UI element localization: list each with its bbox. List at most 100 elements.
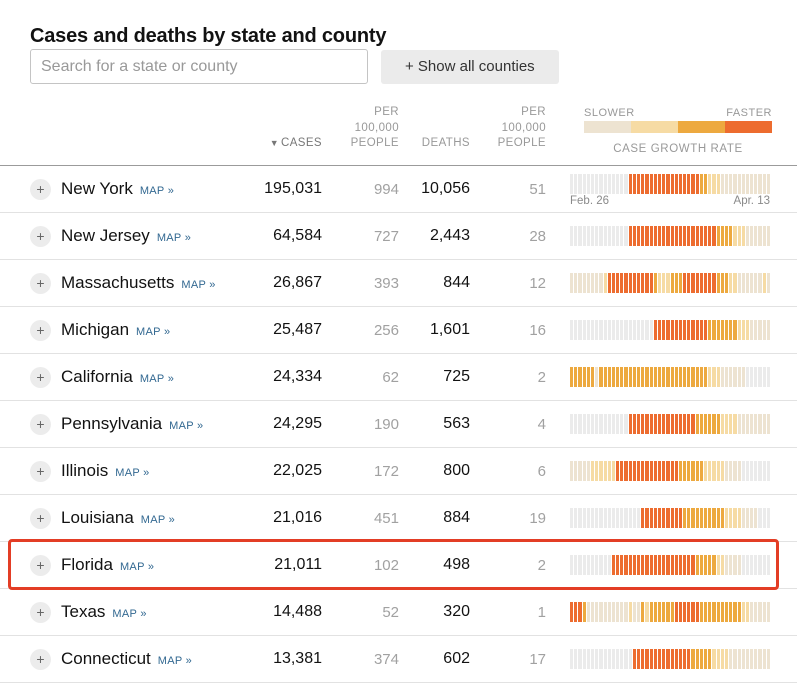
- map-link[interactable]: MAP »: [119, 560, 155, 573]
- growth-day-segment: [628, 649, 632, 669]
- growth-day-segment: [590, 555, 595, 575]
- expand-row-button[interactable]: +: [30, 272, 51, 294]
- growth-day-segment: [691, 461, 695, 481]
- growth-day-segment: [637, 367, 641, 387]
- growth-day-segment: [620, 226, 624, 246]
- growth-day-segment: [649, 226, 653, 246]
- deaths-value: 800: [443, 462, 470, 479]
- growth-day-segment: [662, 602, 666, 622]
- table-row: + California MAP » 24,334 62 725 2: [0, 354, 797, 401]
- expand-row-button[interactable]: +: [30, 507, 51, 529]
- growth-day-segment: [695, 226, 699, 246]
- growth-day-segment: [645, 174, 649, 194]
- growth-day-segment: [729, 226, 733, 246]
- expand-row-button[interactable]: +: [30, 554, 51, 576]
- expand-row-button[interactable]: +: [30, 601, 51, 623]
- growth-day-segment: [712, 555, 716, 575]
- expand-row-button[interactable]: +: [30, 460, 51, 482]
- map-link[interactable]: MAP »: [136, 325, 171, 338]
- growth-day-segment: [716, 273, 720, 293]
- growth-day-segment: [624, 273, 628, 293]
- growth-day-segment: [616, 414, 620, 434]
- growth-day-segment: [741, 461, 745, 481]
- deaths-value: 602: [443, 650, 470, 667]
- map-link[interactable]: MAP »: [112, 607, 147, 620]
- map-link[interactable]: MAP »: [140, 513, 176, 526]
- growth-day-segment: [720, 649, 724, 669]
- header-deaths[interactable]: DEATHS: [421, 137, 470, 150]
- growth-day-segment: [741, 273, 745, 293]
- deaths-value: 320: [443, 603, 470, 620]
- growth-day-segment: [603, 508, 607, 528]
- growth-day-segment: [670, 414, 674, 434]
- growth-day-segment: [754, 226, 758, 246]
- header-cases-per-capita[interactable]: PER 100,000 PEOPLE: [350, 106, 399, 150]
- growth-day-segment: [691, 273, 695, 293]
- date-range: Feb. 26 Apr. 13: [570, 195, 770, 207]
- growth-day-segment: [716, 602, 720, 622]
- map-link[interactable]: MAP »: [169, 419, 204, 432]
- expand-row-button[interactable]: +: [30, 178, 51, 200]
- growth-day-segment: [657, 555, 662, 575]
- growth-day-segment: [687, 508, 691, 528]
- growth-day-segment: [754, 461, 758, 481]
- growth-day-segment: [578, 174, 582, 194]
- growth-day-segment: [720, 320, 724, 340]
- growth-day-segment: [599, 367, 603, 387]
- growth-day-segment: [637, 414, 641, 434]
- expand-row-button[interactable]: +: [30, 225, 51, 247]
- growth-day-segment: [683, 174, 687, 194]
- growth-day-segment: [670, 273, 674, 293]
- growth-day-segment: [632, 226, 636, 246]
- header-deaths-per-capita[interactable]: PER 100,000 PEOPLE: [497, 106, 546, 150]
- map-link[interactable]: MAP »: [139, 372, 175, 385]
- growth-day-segment: [628, 320, 632, 340]
- growth-day-segment: [716, 508, 720, 528]
- growth-day-segment: [670, 461, 674, 481]
- expand-row-button[interactable]: +: [30, 413, 51, 435]
- growth-day-segment: [649, 602, 653, 622]
- map-link[interactable]: MAP »: [181, 278, 216, 291]
- map-link[interactable]: MAP »: [115, 466, 150, 479]
- map-link[interactable]: MAP »: [157, 654, 193, 667]
- deaths-per-100k-value: 16: [529, 321, 546, 339]
- growth-strip: [570, 414, 770, 434]
- growth-day-segment: [708, 414, 712, 434]
- growth-day-segment: [649, 414, 653, 434]
- growth-day-segment: [649, 508, 653, 528]
- growth-day-segment: [628, 174, 632, 194]
- expand-row-button[interactable]: +: [30, 319, 51, 341]
- cases-value: 14,488: [273, 603, 322, 620]
- growth-day-segment: [695, 508, 699, 528]
- growth-day-segment: [724, 461, 729, 481]
- growth-day-segment: [733, 320, 737, 340]
- growth-day-segment: [645, 555, 649, 575]
- growth-day-segment: [724, 508, 729, 528]
- cases-per-100k-value: 52: [382, 603, 399, 621]
- map-link[interactable]: MAP »: [139, 184, 175, 197]
- cases-value: 21,016: [273, 509, 322, 526]
- growth-day-segment: [641, 226, 645, 246]
- map-link[interactable]: MAP »: [156, 231, 192, 244]
- cases-value: 24,334: [273, 368, 322, 385]
- growth-day-segment: [616, 174, 620, 194]
- growth-day-segment: [729, 602, 733, 622]
- expand-row-button[interactable]: +: [30, 366, 51, 388]
- growth-day-segment: [678, 461, 683, 481]
- growth-day-segment: [603, 174, 607, 194]
- growth-day-segment: [590, 273, 595, 293]
- deaths-per-100k-value: 2: [537, 556, 546, 574]
- growth-day-segment: [741, 508, 745, 528]
- growth-day-segment: [695, 174, 699, 194]
- growth-day-segment: [574, 226, 578, 246]
- expand-row-button[interactable]: +: [30, 648, 51, 670]
- growth-day-segment: [737, 602, 741, 622]
- search-input[interactable]: [30, 49, 368, 84]
- row-state-cell: + Massachusetts MAP »: [0, 260, 797, 306]
- header-cases-sort[interactable]: ▼ CASES: [270, 136, 322, 152]
- growth-day-segment: [595, 649, 599, 669]
- growth-day-segment: [699, 508, 703, 528]
- growth-day-segment: [586, 508, 590, 528]
- growth-day-segment: [607, 555, 611, 575]
- show-all-counties-button[interactable]: + Show all counties: [381, 49, 559, 84]
